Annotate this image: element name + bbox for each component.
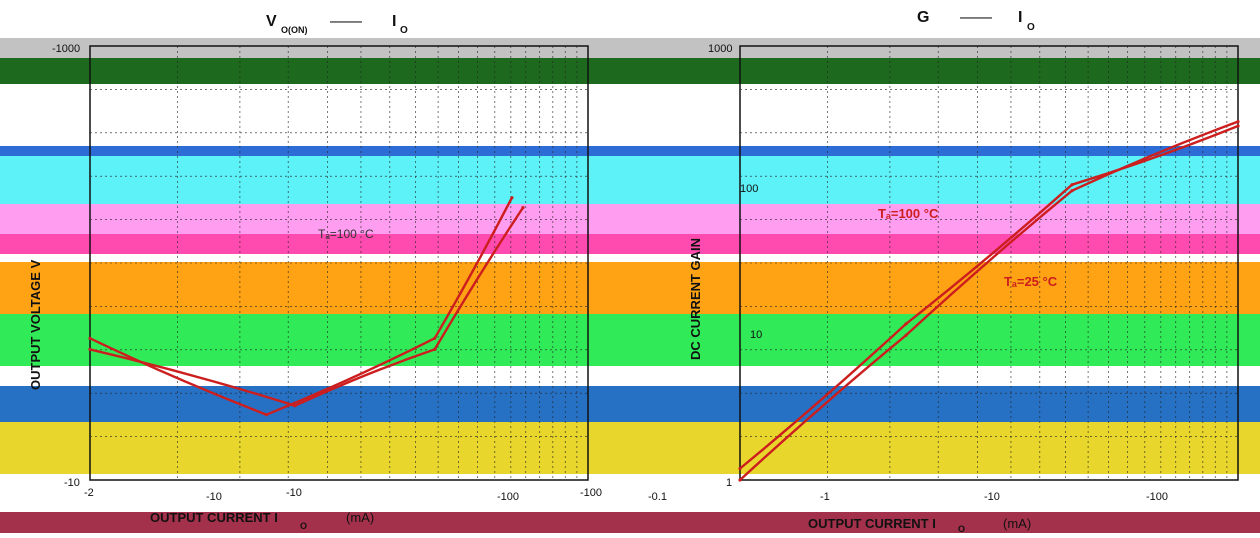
right-xtick-2: -10 — [984, 491, 1000, 503]
left-series-line — [89, 206, 525, 407]
left-series-point — [433, 336, 437, 340]
left-title-sub: O(ON) — [281, 25, 308, 35]
color-band — [0, 512, 1260, 533]
right-series-point — [904, 322, 908, 326]
right-ytick-1: 100 — [740, 183, 758, 195]
right-ylabel: DC CURRENT GAIN — [688, 238, 703, 360]
right-title-i-sub: O — [1027, 22, 1035, 33]
right-series-point — [1070, 183, 1074, 187]
color-band — [0, 314, 1260, 366]
color-band — [0, 234, 1260, 254]
color-bands — [0, 38, 1260, 533]
left-xtick-0: -2 — [84, 487, 94, 499]
left-xtick-2: -10 — [286, 487, 302, 499]
right-series-point — [738, 478, 742, 482]
right-series-point — [738, 466, 742, 471]
right-series-point — [1070, 189, 1074, 193]
color-band — [0, 262, 1260, 314]
right-series-point — [904, 333, 908, 337]
right-series-point — [1236, 120, 1240, 124]
right-xlabel-unit: (mA) — [1003, 516, 1031, 531]
right-title-i: I — [1018, 9, 1022, 26]
left-series-point — [264, 413, 269, 417]
left-ylabel: OUTPUT VOLTAGE V — [28, 259, 43, 390]
right-title-main: G — [917, 9, 929, 26]
right-title-dash: —— — [960, 9, 992, 26]
right-xtick-0: -0.1 — [648, 491, 667, 503]
right-series-line — [739, 124, 1239, 470]
right-ytick-3: 1 — [726, 477, 732, 489]
left-title-i-sub: O — [400, 25, 408, 36]
left-xlabel-unit: (mA) — [346, 510, 374, 525]
left-series-point — [510, 196, 514, 200]
right-xlabel: OUTPUT CURRENT I — [808, 516, 936, 531]
color-band — [0, 156, 1260, 204]
left-title-dash: —— — [330, 13, 362, 30]
color-band — [0, 422, 1260, 474]
right-ytick-0: 1000 — [708, 43, 732, 55]
left-title-main: V — [266, 13, 277, 30]
right-xlabel-sub: O — [958, 524, 965, 533]
left-xtick-1: -10 — [206, 491, 222, 503]
color-band — [0, 58, 1260, 84]
right-xtick-1: -1 — [820, 491, 830, 503]
right-xtick-3: -100 — [1146, 491, 1168, 503]
left-ytick-top: -1000 — [52, 43, 80, 55]
left-series-point — [293, 404, 297, 408]
left-series-point — [88, 336, 92, 340]
left-series-line — [89, 197, 513, 416]
right-ytick-2: 10 — [750, 329, 762, 341]
left-series-point — [521, 206, 525, 210]
right-series-point — [1236, 124, 1240, 128]
left-xlabel: OUTPUT CURRENT I — [150, 510, 278, 525]
left-ytick-bottom: -10 — [64, 477, 80, 489]
left-xlabel-sub: O — [300, 521, 307, 531]
right-series-line — [739, 120, 1239, 481]
color-band — [0, 146, 1260, 156]
left-xtick-3: -100 — [497, 491, 519, 503]
grids — [89, 45, 1239, 481]
left-annotation-0: Tₐ=100 °C — [318, 227, 374, 241]
right-annotation-0: Tₐ=100 °C — [878, 206, 939, 221]
color-band — [0, 204, 1260, 234]
left-title-i: I — [392, 13, 396, 30]
left-xtick-4: -100 — [580, 487, 602, 499]
left-series-point — [88, 347, 92, 351]
color-band — [0, 386, 1260, 422]
curves — [88, 120, 1240, 482]
left-series-point — [433, 347, 437, 351]
color-band — [0, 38, 1260, 58]
right-annotation-1: Tₐ=25 °C — [1004, 274, 1058, 289]
